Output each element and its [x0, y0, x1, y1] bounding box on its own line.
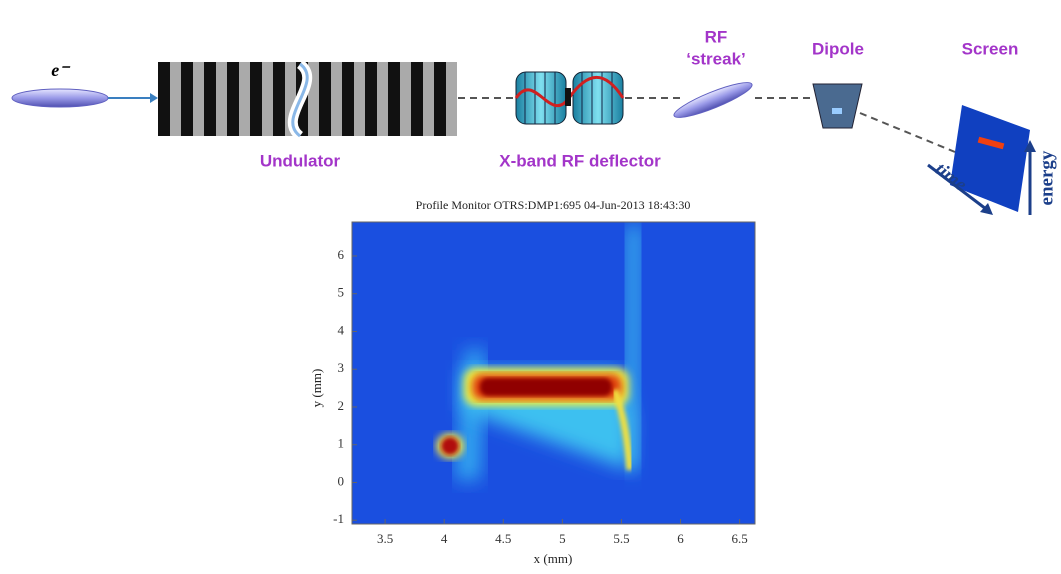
y-tick-label: 6: [338, 247, 345, 262]
y-tick-label: 2: [338, 398, 345, 413]
x-tick-label: 6: [677, 531, 684, 546]
screen: [950, 105, 1030, 212]
deflector-label: X-band RF deflector: [499, 151, 661, 170]
undulator-magnet: [377, 62, 388, 136]
x-tick-label: 4.5: [495, 531, 511, 546]
undulator-magnet: [354, 62, 365, 136]
dipole-label: Dipole: [812, 39, 864, 58]
undulator-magnet: [158, 62, 170, 136]
undulator-magnet: [365, 62, 377, 136]
y-tick-label: 5: [338, 285, 345, 300]
energy-label: energy: [1036, 150, 1057, 205]
undulator-magnet: [239, 62, 250, 136]
screen-label: Screen: [962, 39, 1019, 58]
undulator-magnet: [342, 62, 354, 136]
undulator-magnet: [273, 62, 285, 136]
undulator-magnet: [388, 62, 400, 136]
undulator-magnet: [319, 62, 331, 136]
electron-label: e⁻: [51, 60, 71, 80]
x-tick-label: 5: [559, 531, 566, 546]
undulator-magnet: [181, 62, 193, 136]
x-axis-label: x (mm): [534, 551, 573, 566]
undulator-magnet: [216, 62, 227, 136]
dipole: [813, 84, 862, 128]
electron-bunch: [12, 89, 108, 107]
undulator-magnet: [400, 62, 411, 136]
undulator-magnet: [446, 62, 457, 136]
dipole-beam: [832, 108, 842, 114]
x-tick-label: 3.5: [377, 531, 393, 546]
undulator-magnet: [262, 62, 273, 136]
undulator-magnet: [227, 62, 239, 136]
figure: e⁻ Undulator X-band RF deflector RF ‘str…: [0, 0, 1061, 569]
y-tick-label: -1: [333, 511, 344, 526]
beam-image: [352, 222, 755, 524]
undulator-magnet: [423, 62, 434, 136]
schematic: e⁻ Undulator X-band RF deflector RF ‘str…: [12, 27, 1057, 215]
undulator-magnet: [193, 62, 204, 136]
y-tick-label: 0: [338, 473, 345, 488]
y-tick-label: 4: [338, 322, 345, 337]
x-tick-label: 4: [441, 531, 448, 546]
y-tick-label: 3: [338, 360, 345, 375]
undulator-label: Undulator: [260, 151, 341, 170]
x-tick-label: 5.5: [613, 531, 629, 546]
x-tick-label: 6.5: [732, 531, 748, 546]
y-tick-label: 1: [338, 436, 345, 451]
undulator-magnet: [204, 62, 216, 136]
streak-label: ‘streak’: [686, 49, 746, 68]
undulator-magnet: [331, 62, 342, 136]
undulator-magnet: [170, 62, 181, 136]
streak-label: RF: [705, 27, 728, 46]
arrow-head: [150, 93, 158, 103]
profile-plot: Profile Monitor OTRS:DMP1:695 04-Jun-201…: [309, 198, 755, 566]
undulator-magnet: [434, 62, 446, 136]
deflector: [516, 72, 623, 124]
y-axis-label: y (mm): [309, 369, 324, 408]
undulator-magnet: [411, 62, 423, 136]
streaked-bunch: [671, 77, 755, 123]
plot-title: Profile Monitor OTRS:DMP1:695 04-Jun-201…: [416, 198, 691, 212]
beamline: [860, 113, 955, 152]
undulator-magnet: [250, 62, 262, 136]
